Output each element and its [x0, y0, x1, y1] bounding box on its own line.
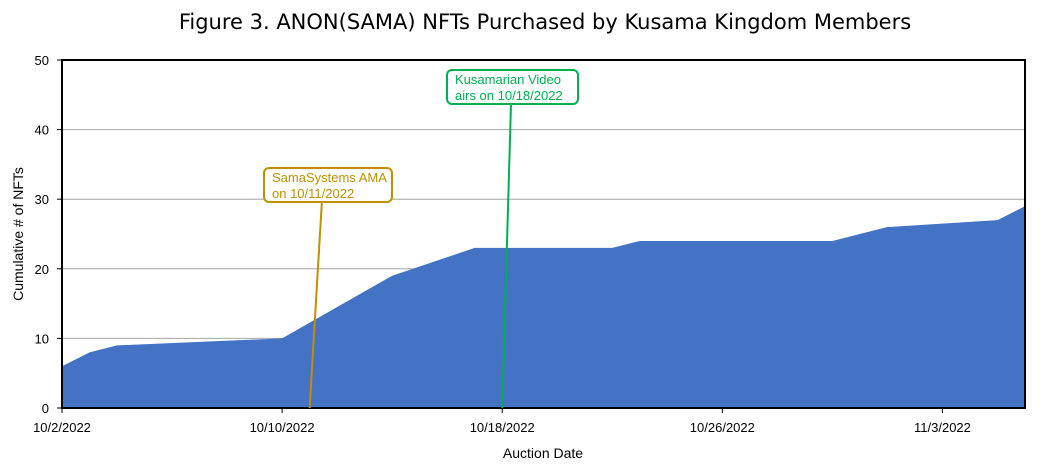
x-tick-label-4: 11/3/2022 [914, 420, 971, 435]
chart-title: Figure 3. ANON(SAMA) NFTs Purchased by K… [179, 10, 911, 34]
area-series-cumulative-nfts [62, 206, 1025, 408]
y-tick-label-40: 40 [35, 123, 49, 138]
y-axis-title: Cumulative # of NFTs [10, 167, 26, 301]
y-tick-label-30: 30 [35, 192, 49, 207]
y-tick-label-10: 10 [35, 331, 49, 346]
x-axis-title: Auction Date [503, 445, 583, 461]
plot-area-frame [61, 59, 1026, 409]
x-tick-label-2: 10/18/2022 [470, 420, 535, 435]
x-axis-ticks: 10/2/2022 10/10/2022 10/18/2022 10/26/2022 1… [33, 408, 971, 435]
x-tick-label-0: 10/2/2022 [33, 420, 91, 435]
annotation-line-1 [308, 199, 323, 409]
annotation-text-1-line-1: SamaSystems AMA [272, 170, 387, 185]
annotation-box-1 [263, 167, 393, 203]
x-tick-label-1: 10/10/2022 [250, 420, 315, 435]
y-tick-label-20: 20 [35, 262, 49, 277]
y-tick-label-50: 50 [35, 53, 49, 68]
y-axis-ticks: 0 10 20 30 40 50 [35, 53, 62, 416]
annotation-text-2-line-1: Kusamarian Video [455, 72, 561, 87]
annotation-line-2 [501, 103, 512, 409]
x-tick-label-3: 10/26/2022 [690, 420, 755, 435]
annotation-box-2 [446, 69, 579, 105]
y-tick-label-0: 0 [42, 401, 49, 416]
annotation-text-2-line-2: airs on 10/18/2022 [455, 88, 563, 103]
annotation-text-1-line-2: on 10/11/2022 [272, 186, 354, 201]
